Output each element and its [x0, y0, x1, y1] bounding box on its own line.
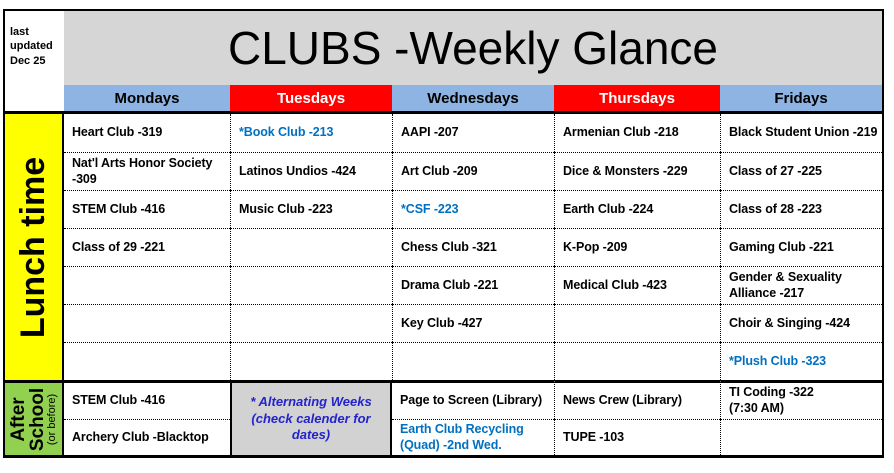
club-cell: *CSF -223 — [392, 190, 554, 228]
header-spacer — [5, 85, 64, 114]
club-cell: Earth Club -224 — [554, 190, 720, 228]
club-cell — [64, 266, 230, 304]
club-cell — [230, 304, 392, 342]
day-header-tuesdays: Tuesdays — [230, 85, 392, 114]
after-school-label: After School (or before) — [5, 380, 64, 455]
lunch-time-label-text: Lunch time — [14, 156, 52, 338]
club-cell — [230, 266, 392, 304]
club-cell: TI Coding -322 (7:30 AM) — [720, 380, 882, 419]
club-cell: Class of 27 -225 — [720, 152, 882, 190]
club-cell: Choir & Singing -424 — [720, 304, 882, 342]
club-cell: Nat'l Arts Honor Society -309 — [64, 152, 230, 190]
club-cell: Class of 29 -221 — [64, 228, 230, 266]
club-cell: Class of 28 -223 — [720, 190, 882, 228]
club-cell: Black Student Union -219 — [720, 114, 882, 152]
after-school-label-sub: (or before) — [46, 393, 59, 445]
club-cell: Art Club -209 — [392, 152, 554, 190]
club-cell: Medical Club -423 — [554, 266, 720, 304]
club-cell: Drama Club -221 — [392, 266, 554, 304]
club-cell: *Book Club -213 — [230, 114, 392, 152]
club-cell: STEM Club -416 — [64, 190, 230, 228]
club-cell — [230, 228, 392, 266]
club-cell: Gaming Club -221 — [720, 228, 882, 266]
club-cell: Dice & Monsters -229 — [554, 152, 720, 190]
last-updated-note: last updated Dec 25 — [5, 11, 64, 85]
club-cell: Chess Club -321 — [392, 228, 554, 266]
club-cell: Page to Screen (Library) — [392, 380, 554, 419]
club-cell: K-Pop -209 — [554, 228, 720, 266]
after-school-label-main: After School — [8, 387, 49, 451]
club-cell: News Crew (Library) — [554, 380, 720, 419]
club-cell — [230, 342, 392, 380]
club-cell: Latinos Undios -424 — [230, 152, 392, 190]
club-cell: Earth Club Recycling (Quad) -2nd Wed. — [392, 419, 554, 455]
club-cell: Heart Club -319 — [64, 114, 230, 152]
club-cell: Key Club -427 — [392, 304, 554, 342]
schedule-table: last updated Dec 25 CLUBS -Weekly Glance… — [3, 9, 884, 458]
club-cell — [720, 419, 882, 455]
club-cell: AAPI -207 — [392, 114, 554, 152]
page-title: CLUBS -Weekly Glance — [64, 11, 882, 85]
club-cell: Gender & Sexuality Alliance -217 — [720, 266, 882, 304]
club-cell: Archery Club -Blacktop — [64, 419, 230, 455]
note-alternating-weeks: * Alternating Weeks (check calender for … — [230, 380, 392, 455]
day-header-thursdays: Thursdays — [554, 85, 720, 114]
club-cell — [64, 342, 230, 380]
after-school-label-text: After School (or before) — [8, 387, 59, 451]
day-header-wednesdays: Wednesdays — [392, 85, 554, 114]
club-cell: *Plush Club -323 — [720, 342, 882, 380]
club-cell — [392, 342, 554, 380]
club-cell: TUPE -103 — [554, 419, 720, 455]
club-cell: Music Club -223 — [230, 190, 392, 228]
lunch-time-label: Lunch time — [5, 114, 64, 380]
club-cell: STEM Club -416 — [64, 380, 230, 419]
club-cell: Armenian Club -218 — [554, 114, 720, 152]
club-cell — [554, 304, 720, 342]
club-cell — [554, 342, 720, 380]
day-header-mondays: Mondays — [64, 85, 230, 114]
club-cell — [64, 304, 230, 342]
day-header-fridays: Fridays — [720, 85, 882, 114]
